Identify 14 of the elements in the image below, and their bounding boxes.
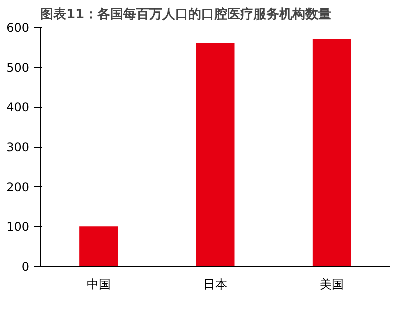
x-tick-label: 中国 (86, 278, 111, 292)
chart-title: 图表11：各国每百万人口的口腔医疗服务机构数量 (40, 6, 332, 22)
y-tick-label: 300 (6, 140, 30, 154)
y-tick-label: 100 (6, 220, 30, 234)
x-tick-label: 日本 (204, 278, 228, 292)
bar (312, 39, 352, 266)
y-tick-label: 400 (6, 100, 30, 115)
bar (80, 226, 118, 266)
y-tick-label: 0 (22, 260, 30, 274)
y-tick-label: 500 (6, 60, 30, 75)
y-tick-label: 200 (6, 180, 30, 194)
bar (196, 43, 235, 266)
x-tick-label: 美国 (320, 278, 344, 292)
y-tick-label: 600 (6, 21, 30, 35)
